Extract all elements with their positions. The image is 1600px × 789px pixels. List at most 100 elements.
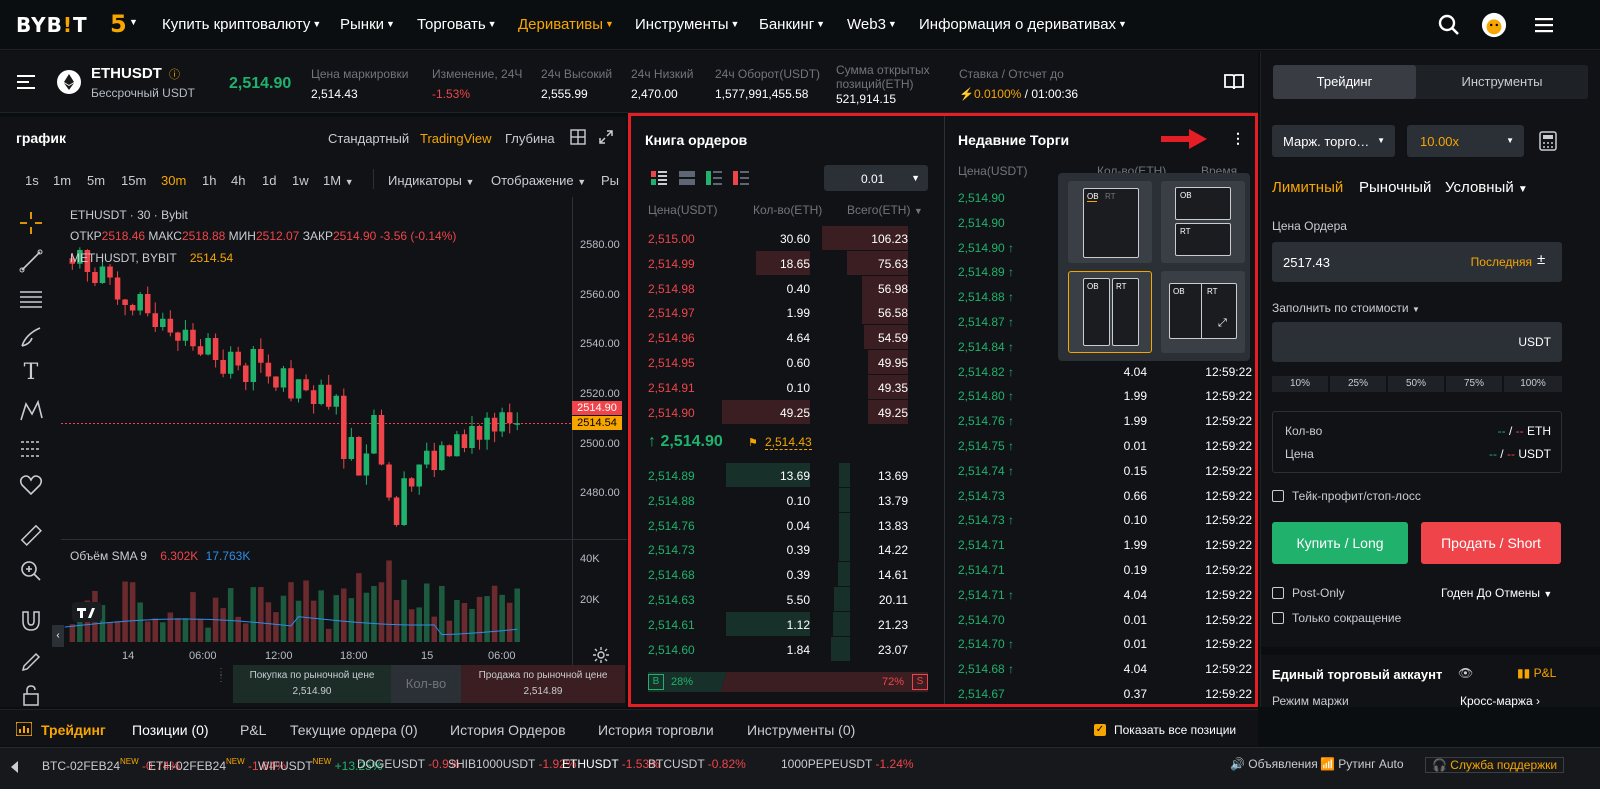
marquee-item[interactable]: BTCUSDT -0.82% <box>648 757 746 771</box>
tf-1d[interactable]: 1d <box>262 173 277 188</box>
order-type-limit[interactable]: Лимитный <box>1272 179 1344 196</box>
magnet-icon[interactable] <box>18 608 44 634</box>
tab-positions[interactable]: Позиции (0) <box>132 722 209 738</box>
bid-row[interactable]: 2,514.63 5.50 20.11 <box>648 587 928 611</box>
precision-select[interactable]: 0.01 ▼ <box>824 165 928 191</box>
more-tools-button[interactable]: Ры <box>601 173 620 188</box>
percent-10[interactable]: 10% <box>1272 376 1328 392</box>
pnl-link[interactable]: ▮▮ P&L <box>1517 666 1557 680</box>
nav-buy-crypto[interactable]: Купить криптовалюту ▼ <box>162 16 322 33</box>
bybit-logo[interactable]: BYB!T <box>16 13 88 37</box>
tf-30m[interactable]: 30m <box>161 173 187 188</box>
marquee-item[interactable]: ETH-02FEB24NEW -1.64% <box>148 757 286 773</box>
order-price-input[interactable]: 2517.43 Последняя <box>1272 242 1562 282</box>
marquee-item[interactable]: DOGEUSDT -0.9% <box>357 757 460 771</box>
expand-icon[interactable] <box>598 129 614 145</box>
nav-tools[interactable]: Инструменты ▼ <box>635 16 740 33</box>
marquee-item[interactable]: WIFUSDTNEW +13.25% <box>258 757 382 773</box>
tf-1w[interactable]: 1w <box>292 173 309 188</box>
info-icon[interactable]: ⓘ <box>169 69 180 81</box>
tradingview-logo[interactable] <box>72 602 102 622</box>
pattern-icon[interactable] <box>18 398 44 424</box>
fib-lines-icon[interactable] <box>18 286 44 312</box>
tf-4h[interactable]: 4h <box>231 173 246 188</box>
tab-tools[interactable]: Инструменты <box>1461 74 1543 89</box>
lock-drawings-icon[interactable] <box>18 646 44 672</box>
book-icon[interactable] <box>1224 73 1244 91</box>
percent-100[interactable]: 100% <box>1504 376 1562 392</box>
display-button[interactable]: Отображение ▼ <box>491 173 587 188</box>
nav-derivatives-info[interactable]: Информация о деривативах ▼ <box>919 16 1127 33</box>
routing-link[interactable]: 📶 Рутинг Auto <box>1320 757 1404 771</box>
tab-bottom-trading[interactable]: Трейдинг <box>41 722 106 738</box>
margin-mode-select[interactable]: Марж. торго… ▼ <box>1272 125 1395 157</box>
support-button[interactable]: 🎧 Служба поддержки <box>1425 757 1565 773</box>
heart-icon[interactable] <box>18 472 44 498</box>
post-only-checkbox[interactable] <box>1272 587 1284 599</box>
market-sell-button[interactable]: Продажа по рыночной цене 2,514.89 <box>461 665 625 703</box>
ask-row[interactable]: 2,514.91 0.10 49.35 <box>648 374 928 399</box>
tab-tools-bottom[interactable]: Инструменты (0) <box>747 722 856 738</box>
ruler-icon[interactable] <box>18 522 44 548</box>
bid-row[interactable]: 2,514.60 1.84 23.07 <box>648 636 928 661</box>
tab-trade-history[interactable]: История торговли <box>598 722 714 738</box>
leverage-select[interactable]: 10.00x ▼ <box>1407 125 1524 157</box>
settings-gear-icon[interactable] <box>592 646 610 664</box>
show-all-checkbox[interactable]: ✓ <box>1094 724 1106 736</box>
marquee-item[interactable]: ETHUSDT -1.53% <box>562 757 660 771</box>
quick-qty-input[interactable]: Кол-во <box>391 665 461 703</box>
view-both-icon[interactable] <box>651 171 667 185</box>
nav-trade[interactable]: Торговать ▼ <box>417 16 497 33</box>
bid-row[interactable]: 2,514.76 0.04 13.83 <box>648 512 928 537</box>
value-input[interactable]: USDT <box>1272 322 1562 362</box>
view-standard[interactable]: Стандартный <box>328 131 410 146</box>
time-in-force-select[interactable]: Годен До Отмены ▼ <box>1441 586 1553 600</box>
tf-15m[interactable]: 15m <box>121 173 147 188</box>
more-options-icon[interactable]: ⋮ <box>1231 130 1245 146</box>
grid-layout-icon[interactable] <box>570 129 586 145</box>
market-buy-button[interactable]: Покупка по рыночной цене 2,514.90 <box>233 665 391 703</box>
tab-order-history[interactable]: История Ордеров <box>450 722 566 738</box>
announcements-link[interactable]: 🔊 Объявления <box>1230 757 1318 771</box>
symbol-name[interactable]: ETHUSDT <box>91 65 162 82</box>
search-icon[interactable] <box>1436 12 1462 38</box>
buy-long-button[interactable]: Купить / Long <box>1272 522 1408 564</box>
zoom-in-icon[interactable] <box>18 558 44 584</box>
fill-by-value-select[interactable]: Заполнить по стоимости ▼ <box>1272 301 1420 315</box>
ask-row[interactable]: 2,514.96 4.64 54.59 <box>648 325 928 350</box>
percent-50[interactable]: 50% <box>1388 376 1444 392</box>
marquee-item[interactable]: 1000PEPEUSDT -1.24% <box>781 757 914 771</box>
bid-row[interactable]: 2,514.73 0.39 14.22 <box>648 537 928 562</box>
drag-handle-icon[interactable]: ⋮ ⋮ <box>216 667 226 684</box>
candlestick-chart[interactable] <box>61 197 572 667</box>
nav-web3[interactable]: Web3 ▼ <box>847 16 897 33</box>
brush-icon[interactable] <box>18 324 44 350</box>
ask-row[interactable]: 2,514.90 49.25 49.25 <box>648 399 928 424</box>
marquee-item[interactable]: SHIB1000USDT -1.92% <box>448 757 577 771</box>
bid-row[interactable]: 2,514.61 1.12 21.23 <box>648 611 928 636</box>
tab-pnl[interactable]: P&L <box>240 722 267 738</box>
text-tool-icon[interactable]: T <box>23 360 39 385</box>
forecast-icon[interactable] <box>18 436 44 462</box>
bid-row[interactable]: 2,514.68 0.39 14.61 <box>648 562 928 587</box>
tab-open-orders[interactable]: Текущие ордера (0) <box>290 722 418 738</box>
eye-icon[interactable]: 👁 <box>1458 666 1474 680</box>
hamburger-icon[interactable] <box>17 73 37 91</box>
view-tradingview[interactable]: TradingView <box>420 131 492 146</box>
plus-minus-icon[interactable]: ± <box>1537 251 1546 268</box>
bid-row[interactable]: 2,514.88 0.10 13.79 <box>648 487 928 512</box>
ask-row[interactable]: 2,514.99 18.65 75.63 <box>648 250 928 275</box>
tpsl-checkbox[interactable] <box>1272 490 1284 502</box>
indicators-button[interactable]: Индикаторы ▼ <box>388 173 475 188</box>
menu-icon[interactable] <box>1531 12 1557 38</box>
layout-option-vertical[interactable]: OB RT <box>1161 181 1245 263</box>
nav-derivatives[interactable]: Деривативы ▼ <box>518 16 614 33</box>
calculator-icon[interactable] <box>1539 131 1557 151</box>
view-depth[interactable]: Глубина <box>505 131 555 146</box>
view-bids-icon[interactable] <box>706 171 722 185</box>
tf-5m[interactable]: 5m <box>87 173 106 188</box>
reduce-only-checkbox[interactable] <box>1272 612 1284 624</box>
view-split-icon[interactable] <box>679 171 695 185</box>
marquee-item[interactable]: BTC-02FEB24NEW -0.74% <box>42 757 180 773</box>
trend-line-icon[interactable] <box>18 248 44 274</box>
